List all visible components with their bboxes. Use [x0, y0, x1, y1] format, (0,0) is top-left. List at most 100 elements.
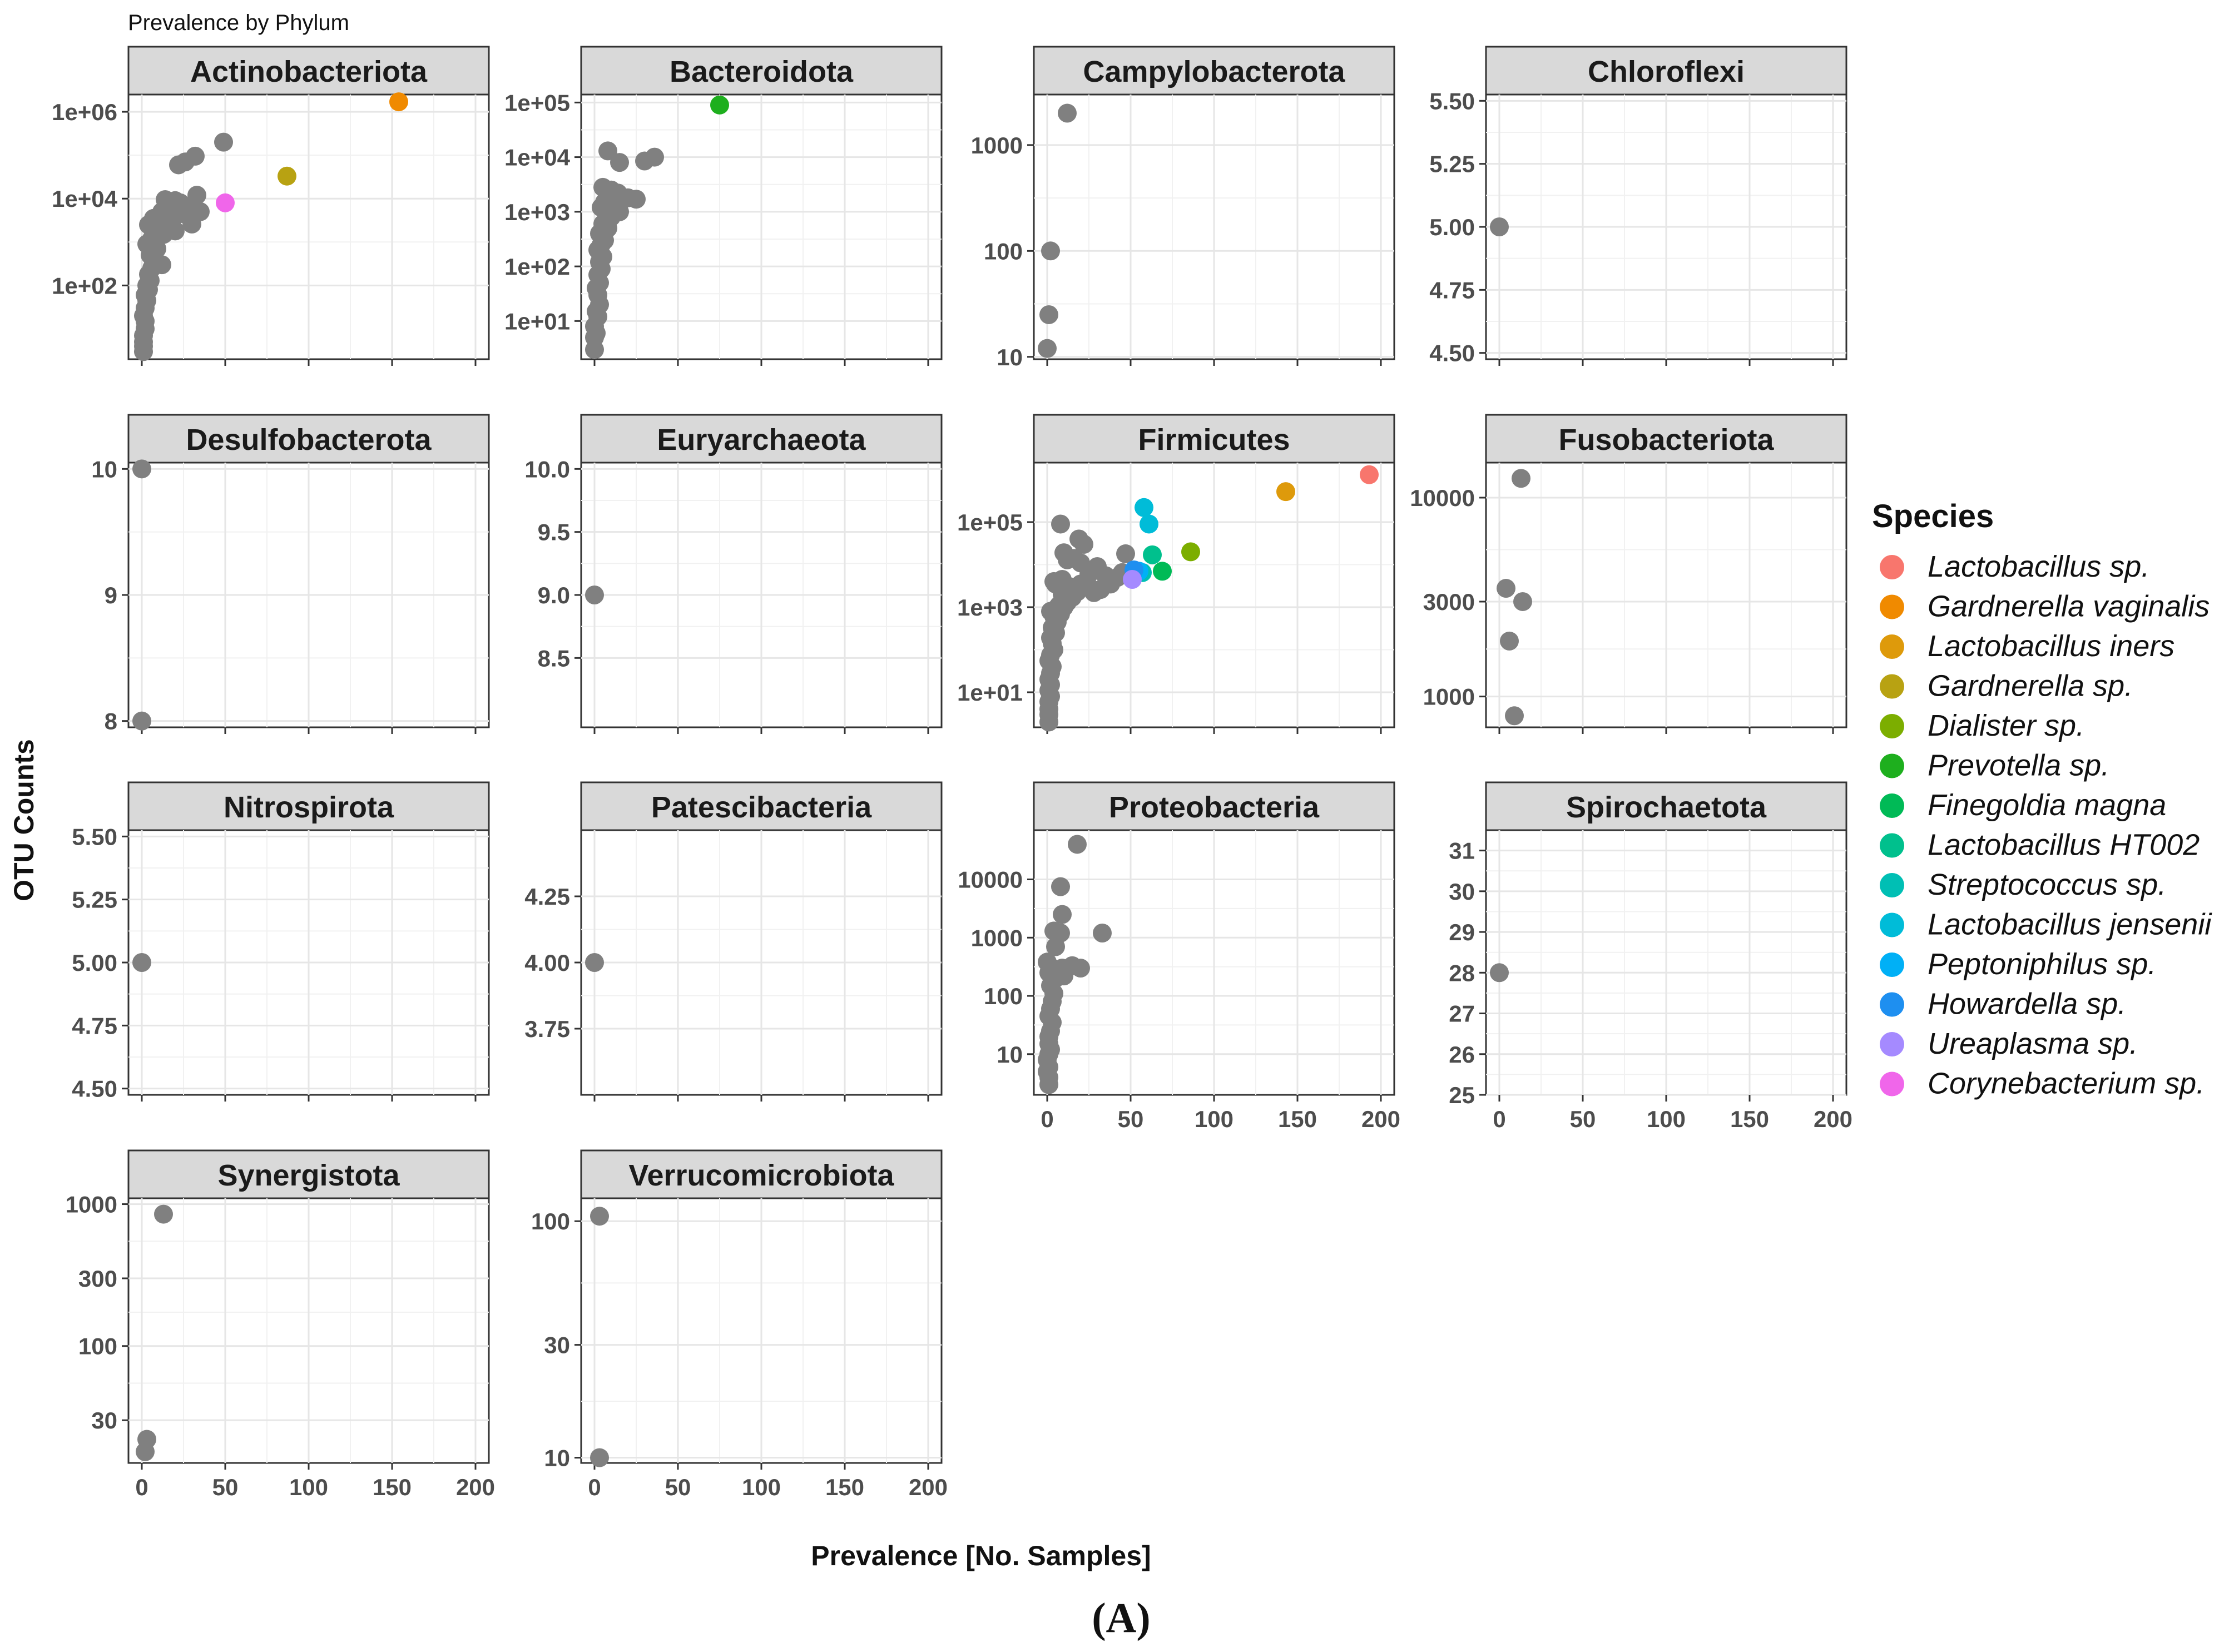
facet-euryarchaeota: Euryarchaeota 8.5 9.0 9.5 10.0	[524, 414, 943, 734]
facet-bacteroidota: Bacteroidota 1e+01 1e+02 1e+03 1e+04 1e+05	[504, 46, 943, 366]
y-tick-label: 100	[984, 983, 1023, 1009]
y-tick-label: 9.5	[538, 519, 570, 545]
legend-key-streptococcus-sp	[1880, 873, 1904, 897]
y-tick-label: 30	[1449, 879, 1475, 905]
points-synergistota	[136, 1204, 173, 1461]
y-axis-fusobacteriota: 1000 3000 10000	[1410, 485, 1486, 710]
y-tick-label: 1000	[971, 925, 1023, 951]
data-point	[156, 190, 175, 209]
y-tick-label: 26	[1449, 1041, 1475, 1068]
legend-item-howardella-sp: Howardella sp.	[1880, 988, 2126, 1021]
legend-items: Lactobacillus sp. Gardnerella vaginalis La…	[1880, 550, 2212, 1100]
facet-desulfobacterota: Desulfobacterota 8 9 10	[91, 414, 490, 735]
y-axis-spirochaetota: 25 26 27 28 29 30 31	[1449, 838, 1486, 1108]
figure-title: Prevalence by Phylum	[128, 11, 349, 35]
x-axis-spirochaetota: 0 50 100 150 200	[1493, 1095, 1852, 1132]
facet-fusobacteriota: Fusobacteriota 1000 3000 10000	[1410, 414, 1847, 734]
facet-title-proteobacteria: Proteobacteria	[1109, 791, 1320, 824]
points-fusobacteriota	[1497, 469, 1532, 726]
y-tick-label: 27	[1449, 1001, 1475, 1027]
points-desulfobacterota	[132, 459, 151, 731]
gridlines-desulfobacterota	[128, 463, 489, 727]
data-point	[1500, 631, 1519, 651]
data-point	[186, 146, 205, 166]
y-axis-euryarchaeota: 8.5 9.0 9.5 10.0	[524, 456, 581, 671]
y-tick-label: 1e+01	[504, 308, 570, 334]
y-tick-label: 1e+06	[52, 99, 117, 125]
facet-campylobacterota: Campylobacterota 10 100 1000	[971, 46, 1395, 370]
data-point-finegoldia-magna	[1153, 562, 1172, 581]
facet-firmicutes: Firmicutes 1e+01 1e+03 1e+05	[957, 414, 1395, 734]
x-axis-chloroflexi	[1498, 359, 1834, 366]
data-point-lactobacillus-jensenii	[1135, 498, 1153, 517]
data-point	[1041, 241, 1060, 261]
data-point	[1490, 963, 1509, 983]
legend-key-lactobacillus-jensenii	[1880, 912, 1904, 937]
x-axis-synergistota: 0 50 100 150 200	[135, 1463, 495, 1500]
x-axis-euryarchaeota	[593, 727, 929, 734]
legend-label-gardnerella-sp: Gardnerella sp.	[1928, 669, 2133, 703]
legend-item-prevotella-sp: Prevotella sp.	[1880, 749, 2109, 782]
legend-key-gardnerella-vaginalis	[1880, 594, 1904, 619]
x-axis-label: Prevalence [No. Samples]	[811, 1540, 1151, 1571]
legend-item-lactobacillus-sp: Lactobacillus sp.	[1880, 550, 2149, 583]
x-tick-label: 150	[825, 1474, 864, 1500]
x-tick-label: 200	[909, 1474, 948, 1500]
legend-label-peptoniphilus-sp: Peptoniphilus sp.	[1928, 947, 2156, 981]
data-point	[1068, 835, 1087, 854]
data-point	[152, 255, 171, 275]
x-axis-verrucomicrobiota: 0 50 100 150 200	[588, 1463, 948, 1500]
panel-label: (A)	[1092, 1595, 1151, 1641]
y-tick-label: 5.25	[72, 887, 117, 913]
data-point	[1079, 564, 1098, 584]
x-tick-label: 100	[289, 1474, 328, 1500]
facet-title-nitrospirota: Nitrospirota	[224, 791, 394, 824]
y-axis-firmicutes: 1e+01 1e+03 1e+05	[957, 509, 1034, 706]
y-tick-label: 4.75	[72, 1013, 117, 1039]
data-point	[154, 1204, 173, 1224]
facet-strip-synergistota	[127, 1149, 490, 1199]
legend-key-gardnerella-sp	[1880, 674, 1904, 699]
x-tick-label: 200	[456, 1474, 495, 1500]
data-point	[214, 132, 233, 152]
y-tick-label: 4.75	[1429, 277, 1475, 303]
x-axis-bacteroidota	[593, 359, 929, 366]
facet-strip-spirochaetota	[1485, 781, 1847, 831]
points-proteobacteria	[1038, 835, 1112, 1094]
y-tick-label: 100	[531, 1208, 570, 1234]
y-tick-label: 5.00	[72, 950, 117, 976]
y-tick-label: 100	[984, 238, 1023, 264]
y-tick-label: 31	[1449, 838, 1475, 864]
facet-spirochaetota: Spirochaetota 25 26 27 28 29 30 31 0 50 100 150 200	[1449, 781, 1852, 1132]
y-tick-label: 1e+02	[52, 272, 117, 299]
data-point	[1490, 217, 1509, 236]
legend-key-lactobacillus-ht002	[1880, 833, 1904, 858]
legend-item-lactobacillus-jensenii: Lactobacillus jensenii	[1880, 908, 2212, 941]
data-point	[1071, 959, 1090, 978]
y-tick-label: 8.5	[538, 645, 570, 671]
y-tick-label: 30	[544, 1332, 570, 1358]
data-point	[132, 711, 151, 731]
facet-title-synergistota: Synergistota	[217, 1159, 400, 1192]
y-tick-label: 1e+03	[957, 594, 1023, 621]
y-tick-label: 10000	[958, 867, 1023, 893]
data-point	[132, 459, 151, 479]
y-axis-actinobacteriota: 1e+02 1e+04 1e+06	[52, 99, 128, 299]
x-axis-fusobacteriota	[1498, 727, 1834, 734]
x-tick-label: 150	[1278, 1106, 1317, 1132]
data-point-ureaplasma-sp	[1123, 569, 1142, 589]
data-point	[1505, 706, 1524, 726]
y-axis-campylobacterota: 10 100 1000	[971, 132, 1034, 370]
data-point	[590, 1448, 609, 1467]
legend-label-dialister-sp: Dialister sp.	[1928, 709, 2084, 742]
facet-title-fusobacteriota: Fusobacteriota	[1558, 423, 1774, 457]
y-tick-label: 5.50	[1429, 88, 1475, 114]
data-point	[1497, 579, 1515, 598]
data-point	[1038, 952, 1057, 972]
y-tick-label: 4.00	[524, 950, 570, 976]
y-tick-label: 3.75	[524, 1016, 570, 1042]
legend-label-lactobacillus-jensenii: Lactobacillus jensenii	[1928, 908, 2212, 941]
y-tick-label: 10	[91, 456, 117, 482]
y-tick-label: 1e+02	[504, 254, 570, 280]
